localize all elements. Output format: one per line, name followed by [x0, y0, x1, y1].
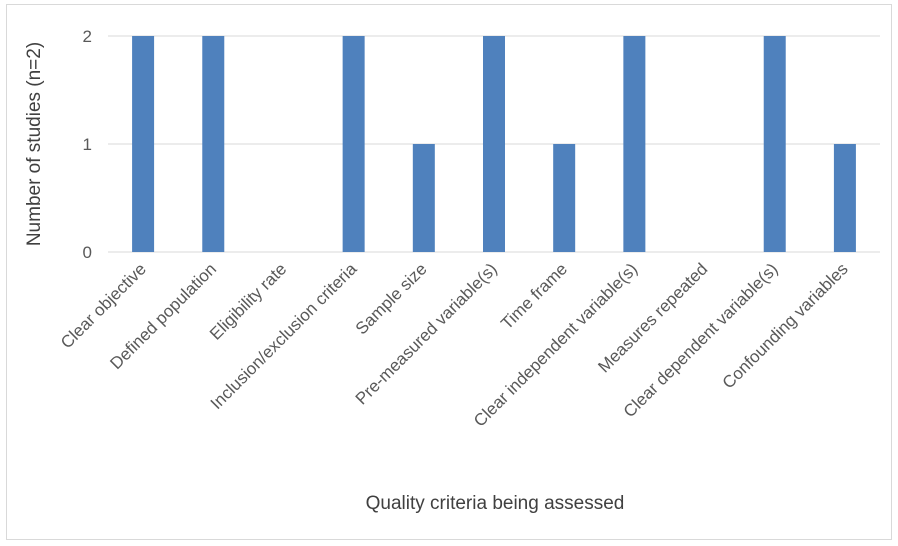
bar — [833, 144, 856, 252]
bar — [623, 36, 646, 252]
y-tick-label: 1 — [83, 135, 92, 154]
x-axis-title: Quality criteria being assessed — [366, 493, 625, 514]
bar — [483, 36, 505, 252]
x-tick-label: Inclusion/exclusion criteria — [207, 259, 361, 413]
bar — [553, 144, 576, 252]
x-tick-label: Pre-measured variable(s) — [352, 259, 501, 408]
y-axis-title: Number of studies (n=2) — [24, 42, 45, 246]
bar — [132, 36, 155, 252]
bar — [763, 36, 786, 252]
bars — [132, 36, 856, 252]
x-tick-label: Sample size — [352, 259, 431, 338]
x-tick-label: Time frame — [497, 259, 571, 333]
y-tick-label: 2 — [83, 27, 92, 46]
y-tick-labels: 0 1 2 — [83, 27, 92, 262]
x-tick-label: Confounding variables — [719, 259, 852, 392]
bar — [202, 36, 225, 252]
y-tick-label: 0 — [83, 243, 92, 262]
bar — [412, 144, 435, 252]
bar — [342, 36, 365, 252]
